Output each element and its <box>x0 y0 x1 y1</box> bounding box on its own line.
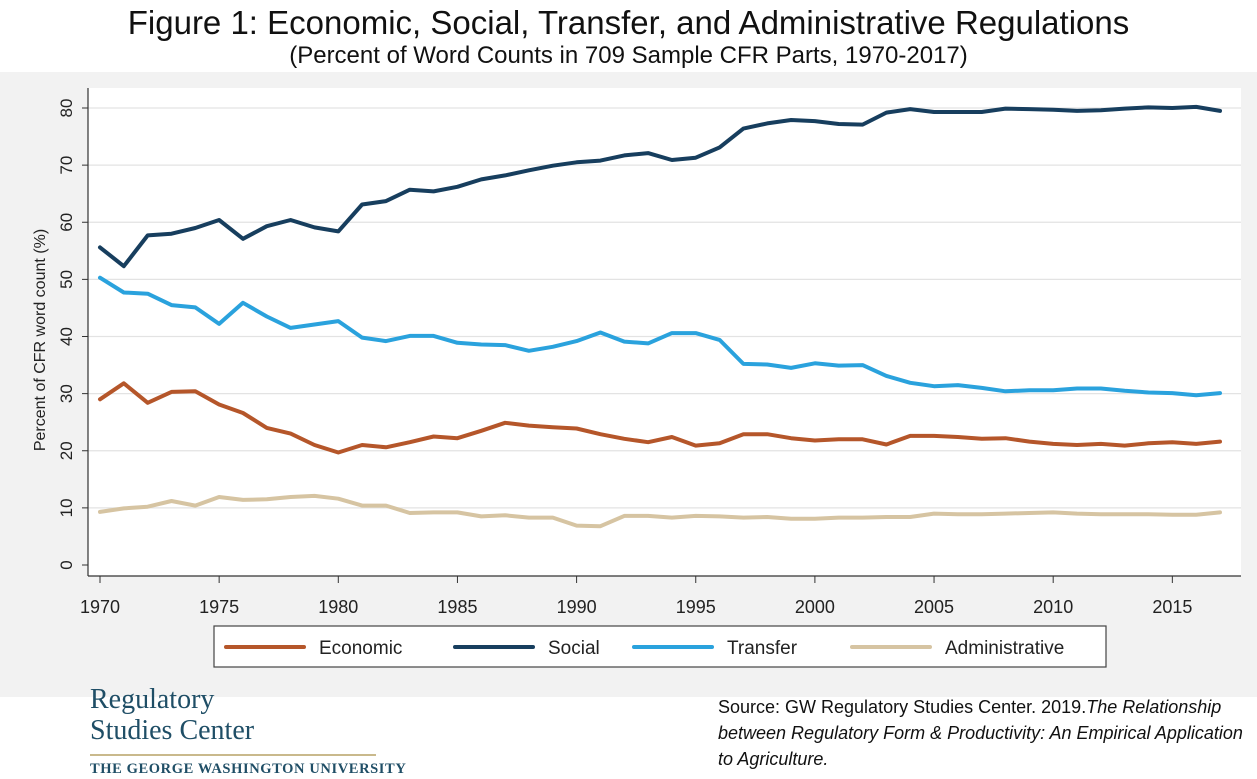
logo-line-2: Studies Center <box>90 715 255 746</box>
series-line-administrative <box>98 493 1222 529</box>
x-tick-label: 2010 <box>1033 597 1073 617</box>
x-tick-label: 1980 <box>318 597 358 617</box>
logo-line-1: Regulatory <box>90 684 215 715</box>
regulatory-studies-center-logo: Regulatory Studies Center THE GEORGE WAS… <box>90 684 406 778</box>
logo-university: THE GEORGE WASHINGTON UNIVERSITY <box>90 761 407 777</box>
line-chart: 0 10 20 30 40 50 60 70 80 1970 1975 1980 1985 1990 199… <box>0 72 1257 697</box>
source-title: The Relationship between Regulatory Form… <box>718 697 1243 769</box>
x-tick-label: 1990 <box>557 597 597 617</box>
series-line-economic <box>98 381 1222 455</box>
chart-title: Figure 1: Economic, Social, Transfer, an… <box>127 4 1130 41</box>
x-tick-label: 2015 <box>1152 597 1192 617</box>
y-tick-label: 80 <box>57 99 76 118</box>
x-tick-label: 1995 <box>676 597 716 617</box>
source-prefix: Source: GW Regulatory Studies Center. 20… <box>718 697 1087 717</box>
x-tick-label: 1975 <box>199 597 239 617</box>
y-tick-label: 60 <box>57 213 76 232</box>
axes: 0 10 20 30 40 50 60 70 80 1970 1975 1980 1985 1990 199… <box>57 88 1241 617</box>
y-tick-label: 50 <box>57 270 76 289</box>
legend-label-transfer: Transfer <box>727 638 798 659</box>
series-lines <box>98 104 1222 529</box>
chart-subtitle: (Percent of Word Counts in 709 Sample CF… <box>289 42 968 69</box>
x-tick-label: 1970 <box>80 597 120 617</box>
series-line-social <box>98 104 1222 269</box>
y-axis-label: Percent of CFR word count (%) <box>32 229 49 451</box>
legend-label-administrative: Administrative <box>945 638 1064 659</box>
source-citation: Source: GW Regulatory Studies Center. 20… <box>718 694 1248 772</box>
legend: Economic Social Transfer Administrative <box>224 638 1064 659</box>
gridlines <box>88 107 1241 509</box>
logo-divider <box>90 754 376 756</box>
x-tick-label: 2000 <box>795 597 835 617</box>
y-tick-label: 20 <box>57 441 76 460</box>
legend-label-economic: Economic <box>319 638 402 659</box>
legend-label-social: Social <box>548 638 600 659</box>
plot-area <box>88 88 1241 576</box>
y-tick-label: 10 <box>57 498 76 517</box>
x-tick-label: 1985 <box>437 597 477 617</box>
y-tick-label: 0 <box>57 560 76 569</box>
series-line-transfer <box>98 275 1222 398</box>
x-tick-label: 2005 <box>914 597 954 617</box>
y-tick-label: 40 <box>57 327 76 346</box>
y-tick-label: 70 <box>57 156 76 175</box>
y-tick-label: 30 <box>57 384 76 403</box>
